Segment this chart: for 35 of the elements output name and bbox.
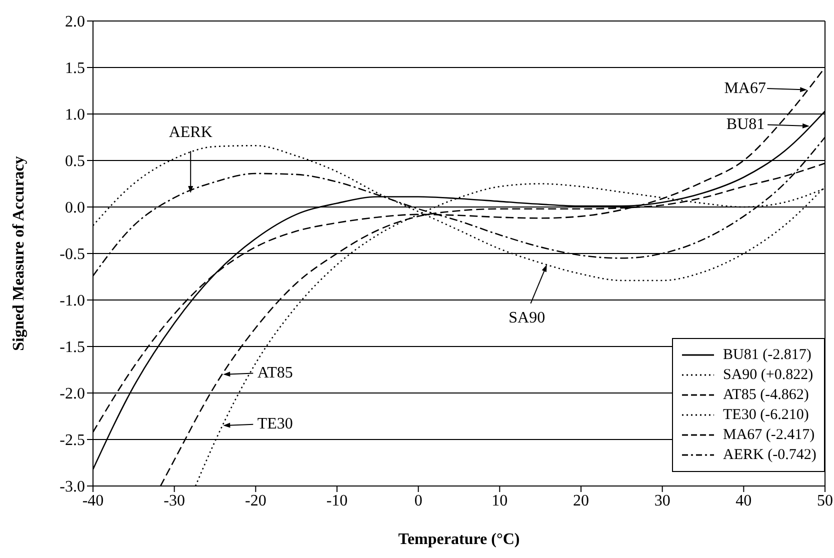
legend-label: BU81 (-2.817) xyxy=(723,346,812,365)
annotation: BU81 xyxy=(726,116,765,134)
x-tick-label: -40 xyxy=(82,492,104,510)
y-tick-label: -2.5 xyxy=(60,432,85,450)
annotation: AT85 xyxy=(257,364,293,382)
y-tick-label: -1.5 xyxy=(60,339,85,356)
legend-label: TE30 (-6.210) xyxy=(723,406,809,425)
legend-label: AERK (-0.742) xyxy=(723,446,816,465)
x-tick-label: -10 xyxy=(326,492,348,510)
y-tick-label: 0.0 xyxy=(65,200,85,217)
y-tick-label: -3.0 xyxy=(60,478,85,496)
y-tick-label: 1.5 xyxy=(65,60,85,78)
x-tick-label: 10 xyxy=(492,492,508,510)
x-tick-label: 30 xyxy=(654,492,670,510)
y-tick-label: -1.0 xyxy=(60,292,85,310)
y-tick-label: 0.5 xyxy=(65,153,85,170)
annotation: SA90 xyxy=(508,310,546,327)
annotation: TE30 xyxy=(257,416,293,433)
x-tick-label: 50 xyxy=(817,492,833,510)
legend-label: AT85 (-4.862) xyxy=(723,386,809,405)
x-tick-label: -20 xyxy=(245,492,266,510)
x-axis-title: Temperature (°C) xyxy=(398,531,520,548)
y-tick-label: -2.0 xyxy=(60,386,85,403)
x-tick-label: 20 xyxy=(573,492,589,510)
annotation: MA67 xyxy=(724,80,766,97)
y-tick-label: -0.5 xyxy=(60,246,85,264)
y-tick-label: 1.0 xyxy=(65,106,85,124)
x-tick-label: 0 xyxy=(414,492,422,510)
annotation: AERK xyxy=(168,124,213,142)
x-tick-label: 40 xyxy=(736,492,752,510)
legend-label: SA90 (+0.822) xyxy=(723,366,814,385)
x-tick-label: -30 xyxy=(164,492,185,510)
y-tick-label: 2.0 xyxy=(65,14,85,31)
y-axis-title: Signed Measure of Accuracy xyxy=(10,156,28,351)
legend-label: MA67 (-2.417) xyxy=(723,426,815,445)
